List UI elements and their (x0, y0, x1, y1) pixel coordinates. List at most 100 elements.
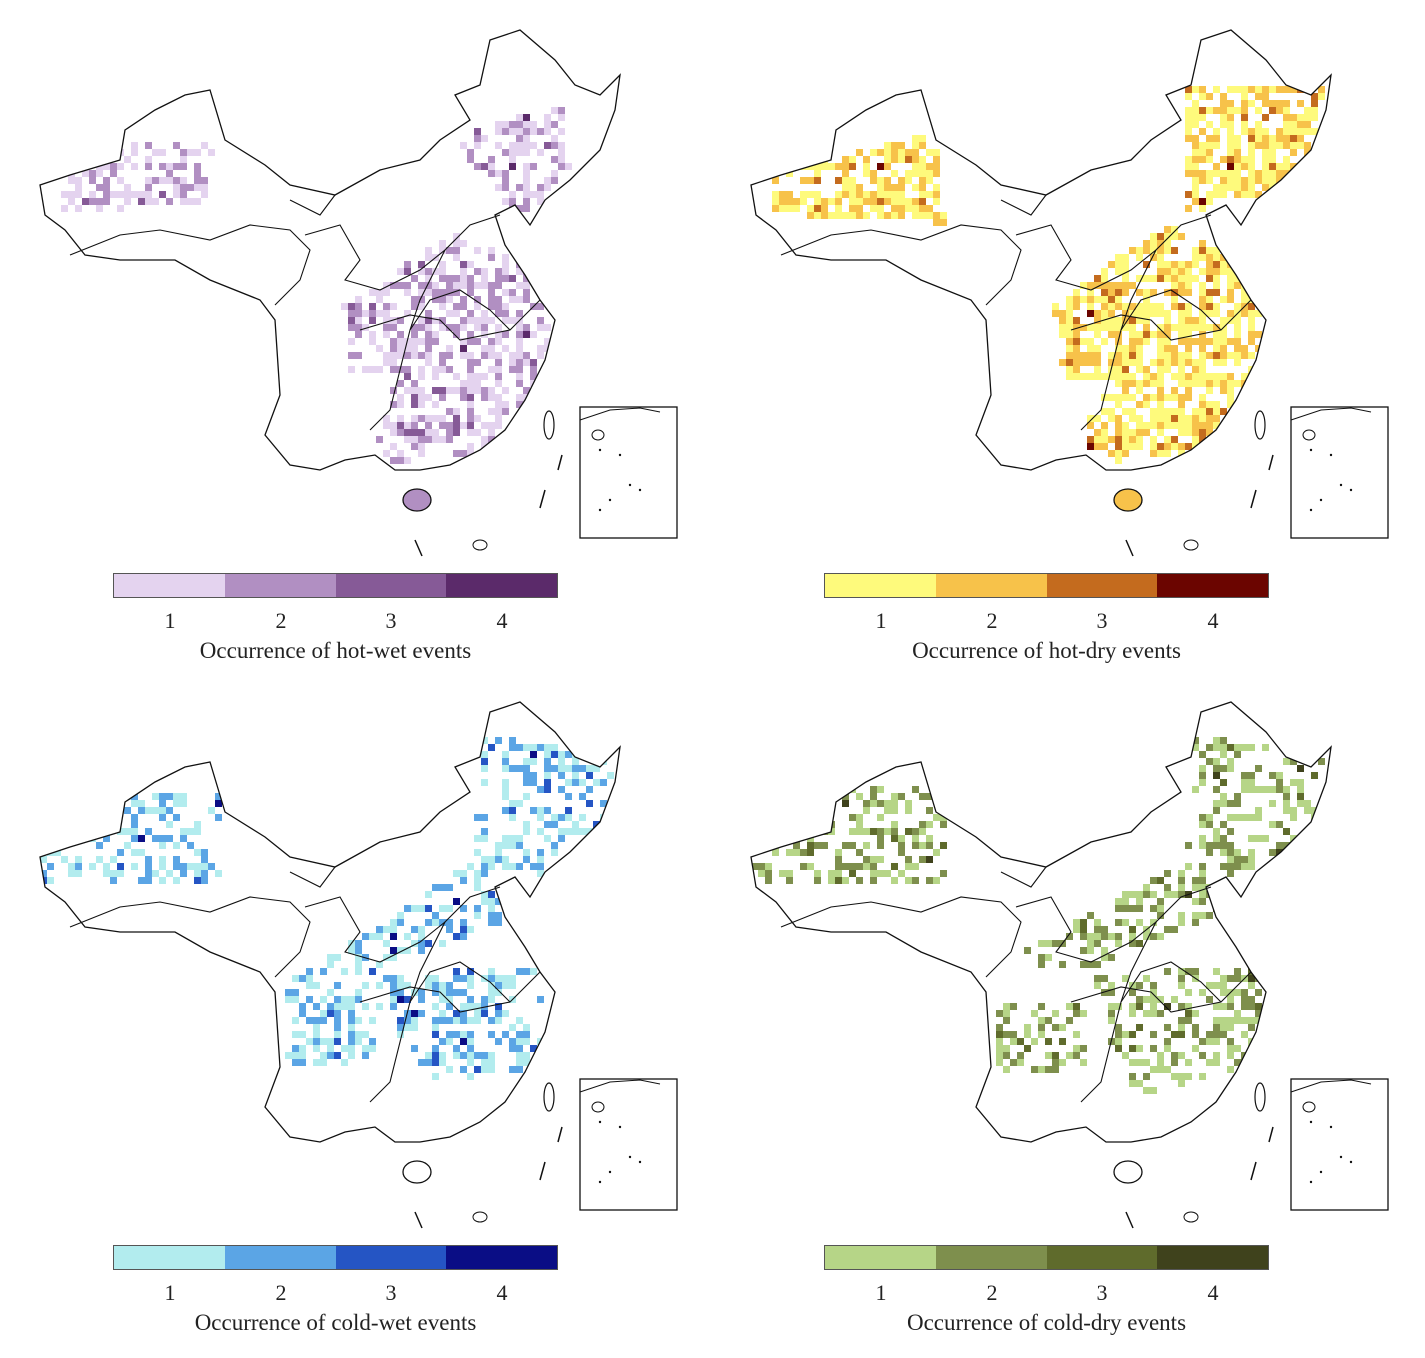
occurrence-cell (1290, 149, 1297, 156)
occurrence-cell (390, 282, 397, 289)
occurrence-cell (1129, 1059, 1136, 1066)
occurrence-cell (474, 268, 481, 275)
occurrence-cell (474, 338, 481, 345)
occurrence-cell (1178, 891, 1185, 898)
occurrence-cell (474, 296, 481, 303)
occurrence-cell (877, 177, 884, 184)
occurrence-cell (1192, 198, 1199, 205)
occurrence-cell (1108, 317, 1115, 324)
region-boundary (1015, 224, 1157, 291)
occurrence-cell (863, 212, 870, 219)
occurrence-cell (75, 793, 82, 800)
occurrence-cell (905, 877, 912, 884)
colorbar-caption-hot-wet: Occurrence of hot-wet events (199, 638, 472, 663)
occurrence-cell (1199, 1052, 1206, 1059)
occurrence-cell (1157, 401, 1164, 408)
occurrence-cell (1059, 317, 1066, 324)
occurrence-cell (758, 828, 765, 835)
occurrence-cell (1136, 940, 1143, 947)
occurrence-cell (194, 163, 201, 170)
occurrence-cell (1066, 352, 1073, 359)
colorbar-tick-label: 3 (385, 608, 397, 633)
occurrence-cell (495, 408, 502, 415)
occurrence-cell (1045, 940, 1052, 947)
occurrence-cell (1248, 849, 1255, 856)
occurrence-cell (1220, 863, 1227, 870)
occurrence-cell (1206, 93, 1213, 100)
occurrence-cell (82, 800, 89, 807)
occurrence-cell (425, 1052, 432, 1059)
occurrence-cell (1213, 303, 1220, 310)
occurrence-cell (1213, 422, 1220, 429)
occurrence-cell (1213, 744, 1220, 751)
occurrence-cell (933, 877, 940, 884)
occurrence-cell (877, 786, 884, 793)
occurrence-cell (1143, 429, 1150, 436)
occurrence-cell (509, 128, 516, 135)
occurrence-cell (285, 989, 292, 996)
occurrence-cell (856, 828, 863, 835)
occurrence-cell (495, 268, 502, 275)
occurrence-cell (474, 849, 481, 856)
occurrence-cell (807, 863, 814, 870)
occurrence-cell (173, 856, 180, 863)
occurrence-cell (404, 268, 411, 275)
occurrence-cell (1192, 191, 1199, 198)
occurrence-cell (1122, 450, 1129, 457)
occurrence-cell (509, 149, 516, 156)
occurrence-cell (1122, 310, 1129, 317)
occurrence-cell (1178, 338, 1185, 345)
occurrence-cell (418, 282, 425, 289)
occurrence-cell (159, 856, 166, 863)
occurrence-cell (1227, 828, 1234, 835)
occurrence-cell (110, 149, 117, 156)
map-panel-hot-wet: 1 2 3 4 Occurrence of hot-wet events (0, 0, 712, 679)
occurrence-cell (1115, 380, 1122, 387)
occurrence-cell (1248, 835, 1255, 842)
occurrence-cell (96, 856, 103, 863)
occurrence-cells (751, 737, 1325, 1094)
occurrence-cell (481, 163, 488, 170)
occurrence-cell (1213, 373, 1220, 380)
occurrence-cell (460, 275, 467, 282)
occurrence-cell (1206, 996, 1213, 1003)
occurrence-cell (418, 415, 425, 422)
occurrence-cell (1108, 310, 1115, 317)
occurrence-cell (926, 149, 933, 156)
occurrence-cell (1150, 380, 1157, 387)
occurrence-cells (40, 737, 614, 1080)
occurrence-cell (341, 303, 348, 310)
occurrence-cell (1206, 247, 1213, 254)
occurrence-cell (1199, 863, 1206, 870)
occurrence-cell (1150, 394, 1157, 401)
occurrence-cell (467, 926, 474, 933)
occurrence-cell (544, 121, 551, 128)
occurrence-cell (68, 177, 75, 184)
occurrence-cell (481, 436, 488, 443)
occurrence-cell (940, 870, 947, 877)
occurrence-cell (1066, 317, 1073, 324)
occurrence-cell (1178, 429, 1185, 436)
occurrence-cell (138, 877, 145, 884)
occurrence-cell (933, 184, 940, 191)
occurrence-cell (884, 142, 891, 149)
inset-islet (598, 1180, 602, 1184)
occurrence-cell (884, 800, 891, 807)
occurrence-cell (558, 751, 565, 758)
occurrence-cell (1269, 163, 1276, 170)
occurrence-cell (926, 856, 933, 863)
occurrence-cell (1080, 926, 1087, 933)
occurrence-cell (1080, 296, 1087, 303)
occurrence-cell (1185, 93, 1192, 100)
occurrence-cell (758, 863, 765, 870)
occurrence-cell (292, 1017, 299, 1024)
occurrence-cell (870, 870, 877, 877)
occurrence-cell (460, 387, 467, 394)
country-border (750, 701, 1332, 1143)
occurrence-cell (1115, 933, 1122, 940)
occurrence-cell (460, 870, 467, 877)
occurrence-cell (1129, 1073, 1136, 1080)
occurrence-cell (145, 863, 152, 870)
occurrence-cell (502, 1010, 509, 1017)
occurrence-cell (1192, 177, 1199, 184)
